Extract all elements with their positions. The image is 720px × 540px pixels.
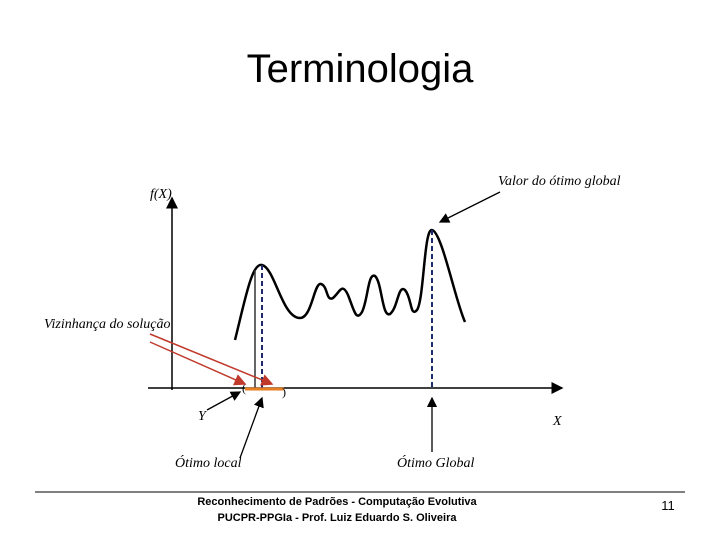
local-opt-label: Ótimo local [175, 454, 242, 471]
arrow [206, 391, 242, 411]
footer-line: Reconhecimento de Padrões - Computação E… [197, 496, 477, 508]
arrow [438, 191, 501, 223]
fx-label: f(X) [150, 187, 172, 202]
y-label: Y [198, 409, 208, 424]
arrow [239, 396, 264, 459]
page-number: 11 [661, 498, 675, 513]
paren-open: ( [242, 381, 246, 395]
global-value-label: Valor do ótimo global [498, 174, 621, 189]
global-opt-label: Ótimo Global [397, 454, 475, 471]
arrow [149, 333, 274, 386]
paren-close: ) [282, 385, 286, 399]
x-label: X [552, 414, 562, 429]
function-curve [233, 228, 467, 341]
title: Terminologia [247, 47, 475, 91]
neighborhood-label: Vizinhança do solução [44, 317, 171, 332]
footer-line: PUCPR-PPGIa - Prof. Luiz Eduardo S. Oliv… [218, 512, 458, 524]
arrow [149, 341, 247, 386]
